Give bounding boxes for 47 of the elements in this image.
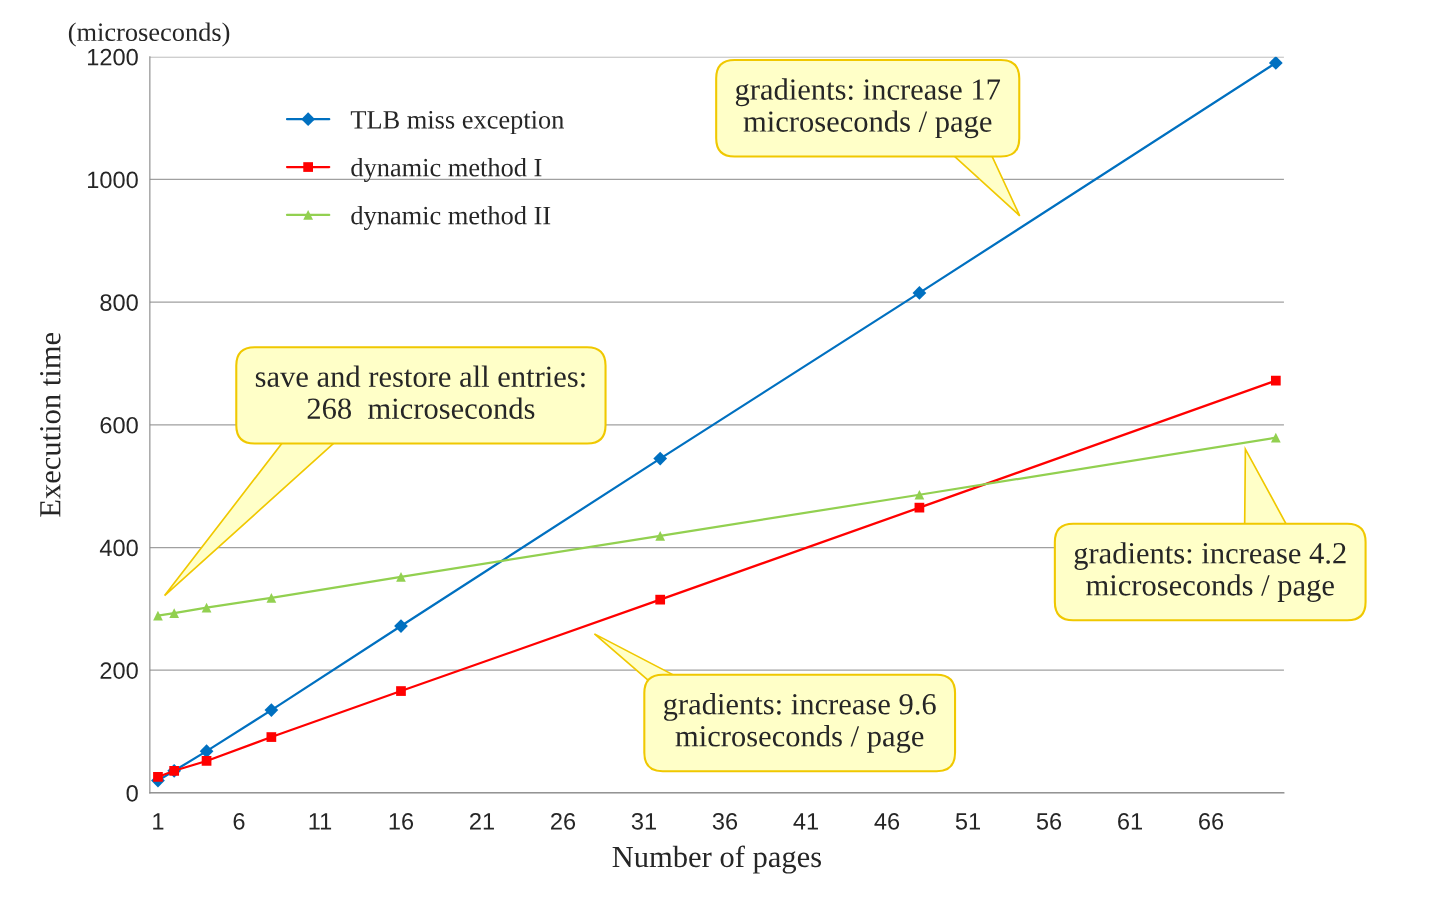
point — [201, 756, 212, 766]
x-tick-label: 41 — [793, 813, 818, 830]
legend-label: dynamic method II — [351, 205, 551, 230]
point — [914, 489, 925, 500]
y-tick-label: 0 — [126, 784, 138, 802]
point — [1270, 432, 1281, 443]
point — [266, 592, 277, 603]
point — [655, 594, 666, 605]
x-tick-label: 31 — [631, 812, 656, 830]
legend-label: dynamic method I — [351, 157, 542, 182]
point — [1268, 56, 1283, 70]
y-tick-label: 1200 — [88, 48, 138, 66]
x-tick-label: 51 — [955, 813, 980, 830]
x-tick-label: 56 — [1036, 812, 1062, 830]
text: (microseconds) — [68, 22, 230, 47]
y-tick-label: 600 — [100, 416, 138, 434]
point — [396, 572, 406, 582]
x-tick-label: 36 — [712, 812, 738, 830]
y-tick-label: 400 — [99, 539, 138, 557]
annotation: save and restore all entries: 268 microseconds — [255, 365, 585, 419]
annotation: gradients: increase 4.2 microseconds / page — [1074, 542, 1346, 602]
x-tick-label: 21 — [470, 812, 494, 830]
x-tick-label: 46 — [874, 812, 900, 830]
point — [264, 703, 279, 717]
point — [266, 732, 277, 742]
point — [912, 286, 927, 300]
x-tick-label: 66 — [1199, 812, 1224, 830]
x-tick-label: 6 — [233, 812, 245, 830]
point — [655, 530, 666, 541]
y-tick-label: 200 — [100, 662, 138, 679]
x-axis-title: Number of pages — [612, 845, 821, 874]
point — [1270, 375, 1281, 386]
x-tick-label: 26 — [551, 812, 576, 830]
point — [153, 772, 163, 782]
y-axis-title: Execution time — [40, 332, 61, 517]
annotation: gradients: increase 9.6 microseconds / page — [663, 693, 936, 753]
x-tick-label: 11 — [309, 813, 332, 830]
point — [169, 608, 180, 619]
y-tick-label: 1000 — [88, 171, 138, 189]
point — [396, 686, 406, 696]
y-tick-label: 800 — [100, 294, 138, 311]
annotation: gradients: increase 17 microseconds / page — [735, 78, 1001, 139]
point — [653, 451, 668, 466]
x-tick-label: 1 — [153, 813, 164, 830]
x-tick-label: 61 — [1118, 812, 1142, 830]
x-tick-label: 16 — [389, 812, 414, 830]
legend-label: TLB miss exception — [350, 110, 564, 135]
